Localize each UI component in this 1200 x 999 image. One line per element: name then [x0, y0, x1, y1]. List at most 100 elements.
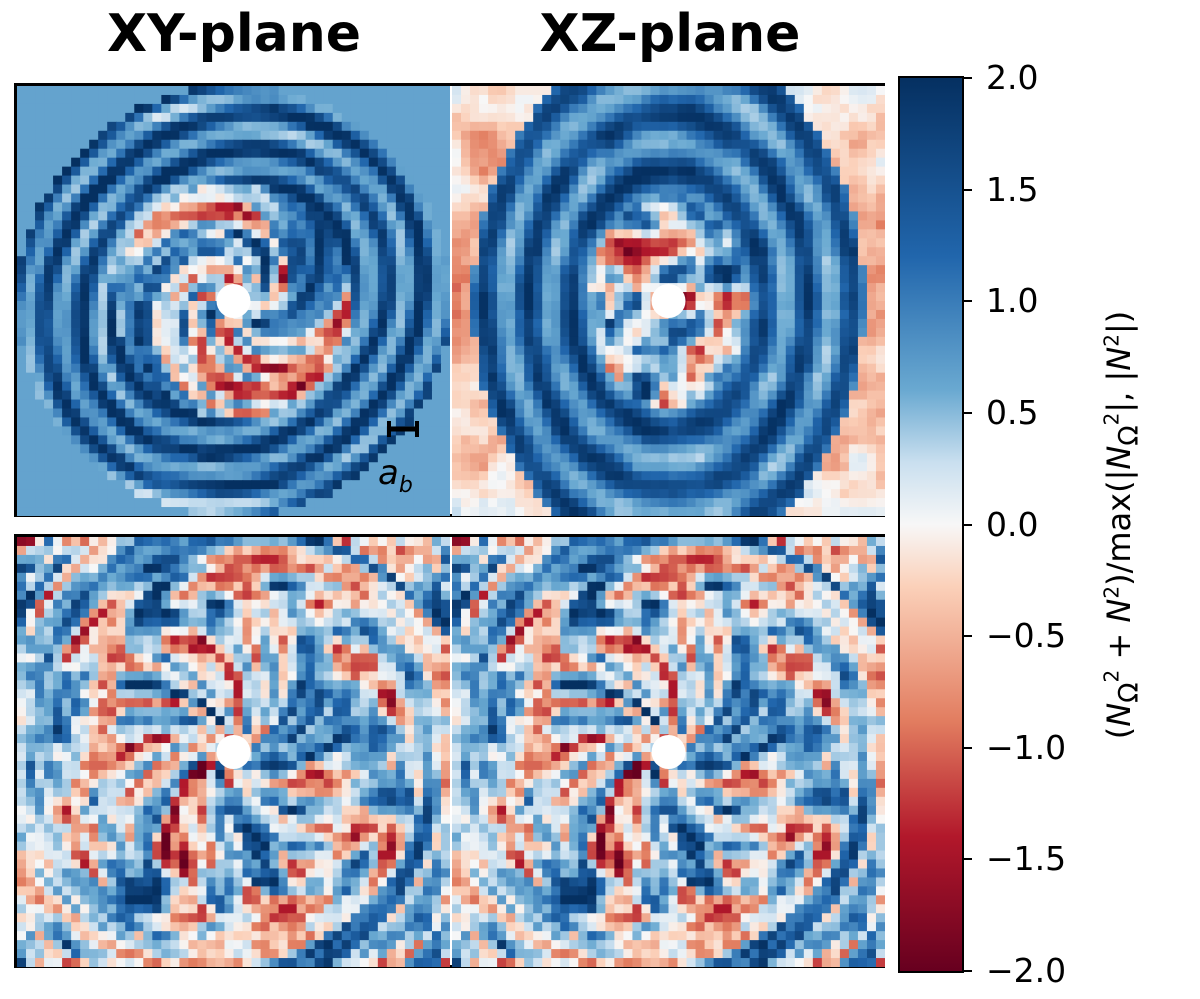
heatmap-cell [866, 471, 877, 481]
heatmap-cell [758, 157, 769, 168]
heatmap-cell [188, 175, 199, 186]
heatmap-cell [80, 148, 90, 159]
heatmap-cell [44, 381, 54, 392]
heatmap-cell [641, 489, 652, 499]
heatmap-cell [857, 336, 868, 347]
heatmap-cell [533, 345, 543, 356]
heatmap-cell [794, 175, 805, 186]
heatmap-cell [80, 94, 90, 105]
heatmap-cell [803, 381, 814, 392]
heatmap-cell [560, 292, 570, 302]
heatmap-cell [332, 184, 343, 195]
heatmap-cell [413, 363, 424, 374]
heatmap-cell [287, 581, 298, 592]
heatmap-cell [767, 202, 778, 213]
heatmap-cell [479, 220, 489, 230]
heatmap-cell [524, 417, 534, 428]
heatmap-cell [134, 345, 144, 356]
heatmap-cell [161, 507, 171, 516]
heatmap-cell [560, 336, 570, 347]
heatmap-cell [848, 507, 859, 516]
heatmap-cell [422, 426, 433, 436]
heatmap-cell [821, 471, 832, 481]
heatmap-cell [395, 537, 406, 547]
heatmap-cell [179, 581, 189, 592]
heatmap-cell [53, 318, 63, 329]
heatmap-cell [659, 399, 670, 410]
heatmap-cell [587, 166, 597, 177]
heatmap-cell [686, 274, 697, 284]
heatmap-cell [35, 318, 45, 329]
heatmap-cell [71, 274, 81, 284]
heatmap-cell [812, 157, 823, 168]
heatmap-cell [26, 193, 36, 204]
heatmap-cell [821, 381, 832, 392]
heatmap-cell [296, 507, 307, 516]
heatmap-cell [251, 354, 262, 365]
heatmap-cell [53, 480, 63, 490]
heatmap-cell [440, 537, 450, 547]
heatmap-cell [125, 318, 135, 329]
heatmap-cell [188, 363, 199, 374]
heatmap-cell [497, 309, 507, 320]
heatmap-cell [497, 238, 507, 248]
heatmap-cell [197, 480, 208, 490]
heatmap-cell [704, 256, 715, 266]
heatmap-cell [71, 480, 81, 490]
heatmap-cell [866, 301, 877, 311]
heatmap-cell [551, 318, 561, 329]
heatmap-cell [197, 345, 208, 356]
heatmap-cell [260, 86, 271, 96]
heatmap-cell [524, 301, 534, 311]
heatmap-cell [677, 256, 688, 266]
heatmap-cell [686, 292, 697, 302]
heatmap-cell [197, 444, 208, 454]
heatmap-cell [821, 301, 832, 311]
heatmap-cell [80, 537, 90, 547]
heatmap-cell [722, 318, 733, 329]
heatmap-cell [98, 283, 108, 293]
heatmap-cell [260, 121, 271, 132]
heatmap-cell [431, 184, 442, 195]
heatmap-cell [89, 435, 99, 445]
heatmap-cell [776, 363, 787, 374]
heatmap-cell [341, 229, 352, 239]
heatmap-cell [614, 301, 624, 311]
heatmap-cell [614, 372, 624, 383]
heatmap-cell [215, 229, 226, 239]
heatmap-cell [413, 166, 424, 177]
heatmap-cell [704, 175, 715, 186]
heatmap-cell [542, 94, 552, 105]
heatmap-cell [71, 148, 81, 159]
heatmap-cell [332, 157, 343, 168]
heatmap-cell [395, 157, 406, 168]
heatmap-cell [62, 581, 72, 592]
heatmap-cell [296, 599, 307, 610]
heatmap-cell [623, 444, 634, 454]
heatmap-cell [395, 354, 406, 365]
heatmap-cell [578, 453, 588, 463]
heatmap-cell [821, 148, 832, 159]
heatmap-cell [776, 480, 787, 490]
heatmap-cell [287, 166, 298, 177]
heatmap-cell [632, 381, 643, 392]
heatmap-cell [278, 545, 289, 556]
heatmap-cell [206, 354, 217, 365]
heatmap-cell [596, 372, 606, 383]
heatmap-cell [515, 453, 525, 463]
heatmap-cell [71, 537, 81, 547]
heatmap-cell [587, 417, 597, 428]
heatmap-cell [587, 381, 597, 392]
heatmap-cell [314, 345, 325, 356]
heatmap-cell [704, 471, 715, 481]
heatmap-cell [305, 537, 316, 547]
heatmap-cell [776, 471, 787, 481]
heatmap-cell [515, 202, 525, 213]
heatmap-cell [713, 103, 724, 114]
heatmap-cell [767, 184, 778, 195]
heatmap-cell [71, 256, 81, 266]
heatmap-cell [350, 507, 361, 516]
heatmap-cell [431, 599, 442, 610]
heatmap-cell [830, 292, 841, 302]
heatmap-cell [17, 220, 27, 230]
